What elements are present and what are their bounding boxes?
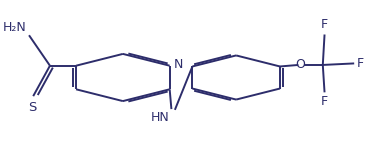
Text: HN: HN: [151, 111, 170, 124]
Text: S: S: [28, 101, 36, 114]
Text: H₂N: H₂N: [3, 21, 26, 34]
Text: F: F: [321, 18, 328, 31]
Text: O: O: [295, 58, 305, 71]
Text: F: F: [357, 57, 364, 70]
Text: F: F: [321, 95, 328, 108]
Text: N: N: [174, 58, 183, 71]
